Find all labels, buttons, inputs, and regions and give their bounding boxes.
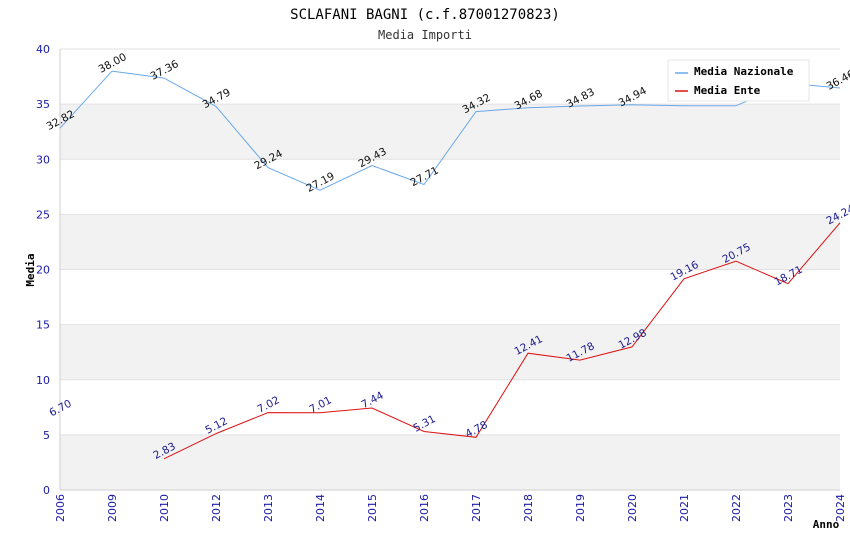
legend-label-media-nazionale: Media Nazionale — [694, 65, 794, 78]
x-tick-labels: 2006 2009 2010 2012 2013 2014 2015 2016 2017 2018… — [54, 494, 847, 522]
grid-band — [60, 324, 840, 380]
x-tick-label: 2022 — [730, 494, 743, 522]
x-tick-label: 2018 — [522, 494, 535, 522]
x-axis-title: Anno — [813, 518, 840, 531]
x-tick-label: 2017 — [470, 494, 483, 522]
x-tick-label: 2020 — [626, 494, 639, 522]
chart-subtitle: Media Importi — [378, 28, 472, 42]
x-tick-label: 2014 — [314, 494, 327, 522]
y-tick-label: 35 — [36, 98, 50, 111]
x-tick-label: 2023 — [782, 494, 795, 522]
chart-title: SCLAFANI BAGNI (c.f.87001270823) — [290, 7, 560, 23]
data-label: 37.36 — [149, 58, 181, 83]
data-label: 27.71 — [409, 164, 441, 189]
y-tick-label: 10 — [36, 374, 50, 387]
grid-band — [60, 214, 840, 270]
y-tick-label: 15 — [36, 319, 50, 332]
x-tick-label: 2015 — [366, 494, 379, 522]
x-tick-label: 2010 — [158, 494, 171, 522]
x-tick-label: 2021 — [678, 494, 691, 522]
x-tick-label: 2016 — [418, 494, 431, 522]
y-tick-label: 40 — [36, 43, 50, 56]
data-label: 38.00 — [97, 51, 129, 76]
data-label: 27.19 — [305, 170, 337, 195]
y-tick-label: 0 — [43, 484, 50, 497]
x-tick-label: 2024 — [834, 494, 847, 522]
series-line-0 — [59, 70, 841, 191]
legend: Media Nazionale Media Ente — [667, 59, 810, 102]
data-label: 6.70 — [47, 398, 73, 420]
x-tick-label: 2012 — [210, 494, 223, 522]
grid-bands — [60, 104, 840, 490]
grid-band — [60, 104, 840, 160]
y-tick-label: 30 — [36, 153, 50, 166]
legend-label-media-ente: Media Ente — [694, 84, 761, 97]
grid-band — [60, 434, 840, 490]
y-tick-labels: 0 5 10 15 20 25 30 35 40 — [36, 43, 50, 497]
x-tick-label: 2009 — [106, 494, 119, 522]
x-tick-label: 2006 — [54, 494, 67, 522]
series-line-1 — [163, 222, 841, 460]
y-tick-label: 20 — [36, 264, 50, 277]
x-tick-label: 2013 — [262, 494, 275, 522]
legend-box — [667, 59, 810, 102]
data-label: 36.46 — [825, 68, 850, 93]
y-tick-label: 25 — [36, 208, 50, 221]
y-tick-label: 5 — [43, 429, 50, 442]
series-lines — [59, 70, 841, 460]
x-tick-label: 2019 — [574, 494, 587, 522]
y-axis-title: Media — [24, 253, 37, 286]
